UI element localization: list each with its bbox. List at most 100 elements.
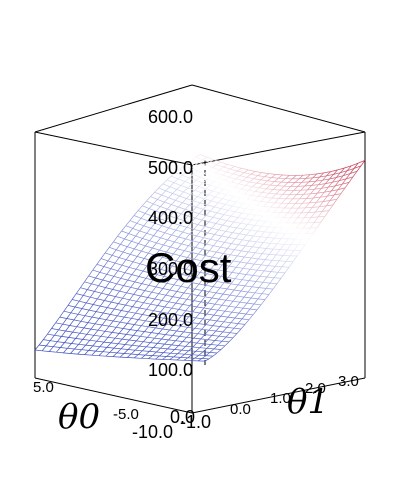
- mesh-line: [127, 279, 135, 283]
- mesh-line: [263, 183, 271, 186]
- mesh-line: [125, 225, 133, 229]
- mesh-line: [216, 276, 222, 282]
- mesh-line: [212, 190, 220, 194]
- mesh-line: [220, 183, 228, 186]
- mesh-line: [112, 283, 117, 290]
- mesh-line: [84, 275, 89, 282]
- mesh-line: [239, 296, 245, 303]
- mesh-line: [140, 295, 148, 298]
- mesh-line: [128, 335, 134, 341]
- mesh-line: [158, 187, 166, 192]
- mesh-line: [213, 240, 218, 246]
- mesh-line: [212, 187, 217, 192]
- mesh-line: [123, 251, 131, 255]
- mesh-line: [117, 310, 122, 317]
- mesh-line: [314, 187, 322, 190]
- mesh-line: [246, 297, 252, 304]
- mesh-line: [165, 215, 171, 222]
- mesh-line: [312, 173, 318, 179]
- mesh-line: [271, 254, 277, 261]
- mesh-line: [231, 181, 239, 185]
- mesh-line: [223, 282, 232, 285]
- mesh-line: [41, 345, 47, 352]
- mesh-line: [222, 288, 228, 295]
- mesh-line: [285, 255, 291, 262]
- mesh-line: [229, 226, 237, 229]
- mesh-line: [198, 253, 206, 256]
- mesh-line: [180, 209, 186, 215]
- mesh-line: [159, 276, 165, 282]
- mesh-line: [195, 202, 201, 208]
- mesh-line: [272, 283, 278, 290]
- mesh-line: [147, 336, 155, 339]
- mesh-line: [152, 279, 160, 283]
- mesh-line: [251, 214, 256, 221]
- mesh-line: [169, 186, 177, 190]
- mesh-line: [198, 278, 204, 285]
- mesh-line: [224, 241, 232, 244]
- mesh-line: [145, 351, 150, 356]
- mesh-line: [99, 271, 107, 275]
- mesh-line: [171, 229, 177, 236]
- mesh-line: [289, 250, 295, 257]
- mesh-line: [232, 205, 240, 208]
- mesh-line: [139, 258, 145, 265]
- mesh-line: [212, 256, 220, 259]
- mesh-line: [167, 344, 172, 350]
- mesh-line: [273, 248, 281, 250]
- mesh-line: [326, 190, 332, 197]
- mesh-line: [257, 253, 263, 260]
- mesh-line: [185, 310, 193, 313]
- mesh-line: [196, 338, 202, 344]
- mesh-line: [239, 256, 245, 263]
- mesh-line: [333, 172, 341, 175]
- mesh-line: [162, 356, 167, 360]
- x-axis-label: θ0: [58, 397, 100, 437]
- mesh-line: [180, 353, 185, 358]
- mesh-line: [230, 166, 235, 170]
- mesh-line: [205, 184, 211, 190]
- mesh-line: [92, 264, 98, 271]
- mesh-line: [276, 254, 284, 256]
- mesh-line: [269, 237, 275, 244]
- mesh-line: [257, 175, 265, 178]
- mesh-line: [246, 234, 254, 237]
- mesh-line: [172, 222, 180, 226]
- mesh-line: [80, 287, 88, 290]
- mesh-line: [337, 167, 345, 171]
- mesh-line: [249, 308, 258, 311]
- mesh-line: [207, 297, 213, 304]
- mesh-line: [157, 343, 165, 345]
- mesh-line: [194, 258, 202, 262]
- mesh-line: [245, 185, 253, 188]
- mesh-line: [147, 291, 153, 298]
- mesh-line: [87, 289, 95, 292]
- mesh-line: [148, 247, 153, 254]
- mesh-line: [89, 309, 97, 312]
- mesh-line: [232, 232, 240, 235]
- mesh-line: [245, 245, 253, 248]
- mesh-line: [258, 258, 266, 260]
- mesh-line: [159, 281, 167, 284]
- mesh-line: [273, 277, 282, 279]
- mesh-line: [223, 321, 231, 324]
- mesh-line: [119, 285, 124, 292]
- mesh-line: [201, 167, 209, 171]
- mesh-line: [264, 254, 270, 260]
- mesh-line: [224, 176, 230, 181]
- mesh-line: [201, 255, 206, 261]
- mesh-line: [173, 253, 181, 257]
- mesh-line: [298, 227, 304, 234]
- mesh-line: [243, 251, 249, 258]
- mesh-line: [197, 196, 205, 200]
- mesh-line: [128, 311, 136, 314]
- mesh-line: [262, 192, 270, 194]
- mesh-line: [157, 338, 162, 344]
- mesh-line: [260, 201, 268, 203]
- mesh-line: [105, 287, 113, 290]
- mesh-line: [252, 209, 260, 212]
- mesh-line: [281, 178, 286, 183]
- mesh-line: [260, 259, 266, 266]
- mesh-line: [217, 340, 223, 346]
